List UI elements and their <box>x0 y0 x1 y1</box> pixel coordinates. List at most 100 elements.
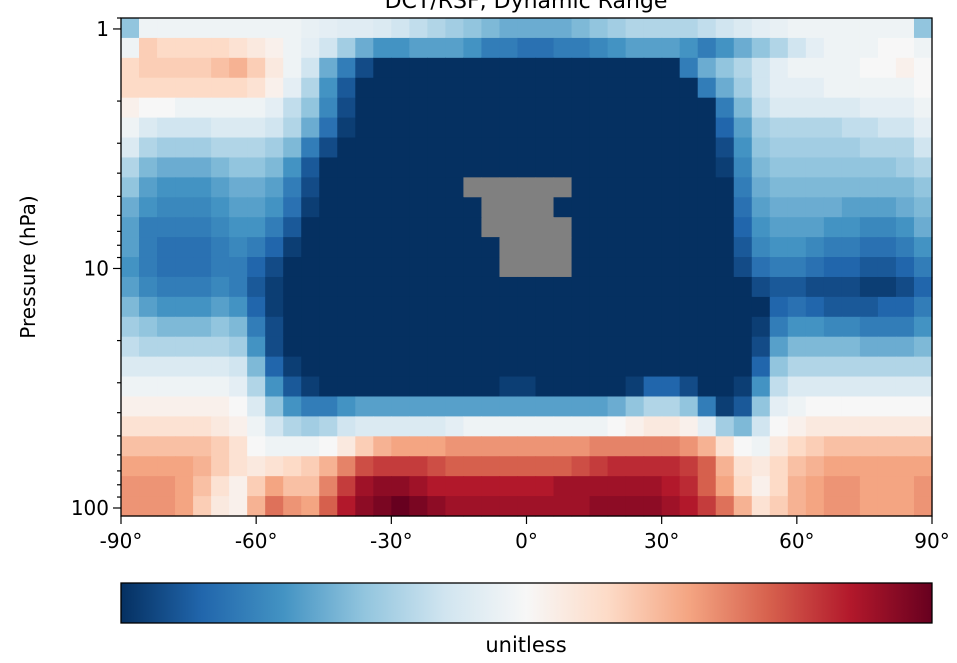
heatmap-cell <box>607 237 627 258</box>
heatmap-cell <box>661 476 681 497</box>
heatmap-cell <box>445 237 465 258</box>
heatmap-cell <box>535 396 555 417</box>
heatmap-cell <box>157 276 176 298</box>
heatmap-cell <box>121 177 140 198</box>
heatmap-cell <box>823 257 843 278</box>
heatmap-cell <box>769 18 789 39</box>
heatmap-cell <box>211 316 230 338</box>
heatmap-cell <box>859 456 879 477</box>
heatmap-cell <box>319 117 338 139</box>
heatmap-cell <box>661 197 681 218</box>
heatmap-cell <box>841 237 861 258</box>
heatmap-cell <box>265 157 284 178</box>
heatmap-cell <box>517 257 537 278</box>
heatmap-cell <box>121 476 140 497</box>
heatmap-cell <box>139 276 158 298</box>
heatmap-cell <box>553 496 573 517</box>
heatmap-cell <box>715 18 735 39</box>
heatmap-cell <box>499 416 519 437</box>
heatmap-cell <box>697 237 717 258</box>
heatmap-cell <box>463 177 483 198</box>
heatmap-cell <box>643 57 663 79</box>
heatmap-cell <box>499 296 519 318</box>
heatmap-cell <box>247 18 266 39</box>
heatmap-cell <box>553 416 573 437</box>
heatmap-cell <box>373 416 392 437</box>
heatmap-cell <box>283 217 302 238</box>
heatmap-cell <box>535 177 555 198</box>
heatmap-cell <box>427 18 446 39</box>
heatmap-cell <box>265 456 284 477</box>
heatmap-cell <box>157 137 176 159</box>
heatmap-cell <box>265 217 284 238</box>
heatmap-cell <box>553 77 573 99</box>
heatmap-cell <box>517 97 537 119</box>
heatmap-cell <box>679 257 699 278</box>
heatmap-cell <box>337 157 356 178</box>
heatmap-cell <box>157 117 176 139</box>
heatmap-cell <box>301 237 320 258</box>
heatmap-cell <box>319 276 338 298</box>
heatmap-cell <box>193 257 212 278</box>
heatmap-cell <box>877 296 897 318</box>
heatmap-cell <box>499 57 519 79</box>
heatmap-cell <box>445 137 465 159</box>
heatmap-cell <box>643 356 663 378</box>
heatmap-cell <box>463 137 483 159</box>
heatmap-cell <box>445 316 465 338</box>
heatmap-cell <box>247 456 266 477</box>
heatmap-cell <box>769 257 789 278</box>
heatmap-cell <box>211 37 230 59</box>
heatmap-cell <box>301 336 320 358</box>
heatmap-cell <box>337 376 356 398</box>
heatmap-cell <box>427 97 446 119</box>
heatmap-cell <box>715 476 735 497</box>
heatmap-cell <box>733 276 753 298</box>
x-tick-label: -90° <box>100 529 143 553</box>
heatmap-cell <box>823 217 843 238</box>
heatmap-cell <box>139 396 158 417</box>
heatmap-cell <box>427 336 446 358</box>
heatmap-cell <box>733 177 753 198</box>
heatmap-cell <box>571 77 591 99</box>
heatmap-cell <box>427 396 446 417</box>
heatmap-cell <box>823 296 843 318</box>
heatmap-cell <box>373 436 392 457</box>
heatmap-cell <box>373 296 392 318</box>
heatmap-cell <box>769 276 789 298</box>
heatmap-cell <box>607 436 627 457</box>
heatmap-cell <box>427 117 446 139</box>
heatmap-cell <box>787 276 807 298</box>
heatmap-cell <box>481 177 501 198</box>
heatmap-cell <box>319 177 338 198</box>
heatmap-cell <box>463 37 483 59</box>
heatmap-cell <box>499 276 519 298</box>
heatmap-cell <box>283 77 302 99</box>
heatmap-cell <box>355 476 374 497</box>
heatmap-cell <box>751 177 771 198</box>
heatmap-cell <box>535 476 555 497</box>
heatmap-cell <box>283 18 302 39</box>
heatmap-cell <box>733 356 753 378</box>
heatmap-cell <box>751 416 771 437</box>
heatmap-cell <box>859 416 879 437</box>
heatmap-cell <box>499 316 519 338</box>
heatmap-cell <box>841 376 861 398</box>
heatmap-cell <box>913 217 933 238</box>
heatmap-cell <box>679 237 699 258</box>
heatmap-cell <box>589 456 609 477</box>
heatmap-cell <box>409 316 428 338</box>
heatmap-cell <box>355 376 374 398</box>
heatmap-cell <box>751 18 771 39</box>
heatmap-cell <box>661 336 681 358</box>
heatmap-cell <box>535 336 555 358</box>
heatmap-cell <box>391 316 410 338</box>
heatmap-cell <box>661 217 681 238</box>
heatmap-cell <box>571 37 591 59</box>
heatmap-cell <box>661 97 681 119</box>
heatmap-cell <box>607 77 627 99</box>
heatmap-cell <box>571 356 591 378</box>
heatmap-cell <box>355 496 374 517</box>
heatmap-cell <box>571 137 591 159</box>
